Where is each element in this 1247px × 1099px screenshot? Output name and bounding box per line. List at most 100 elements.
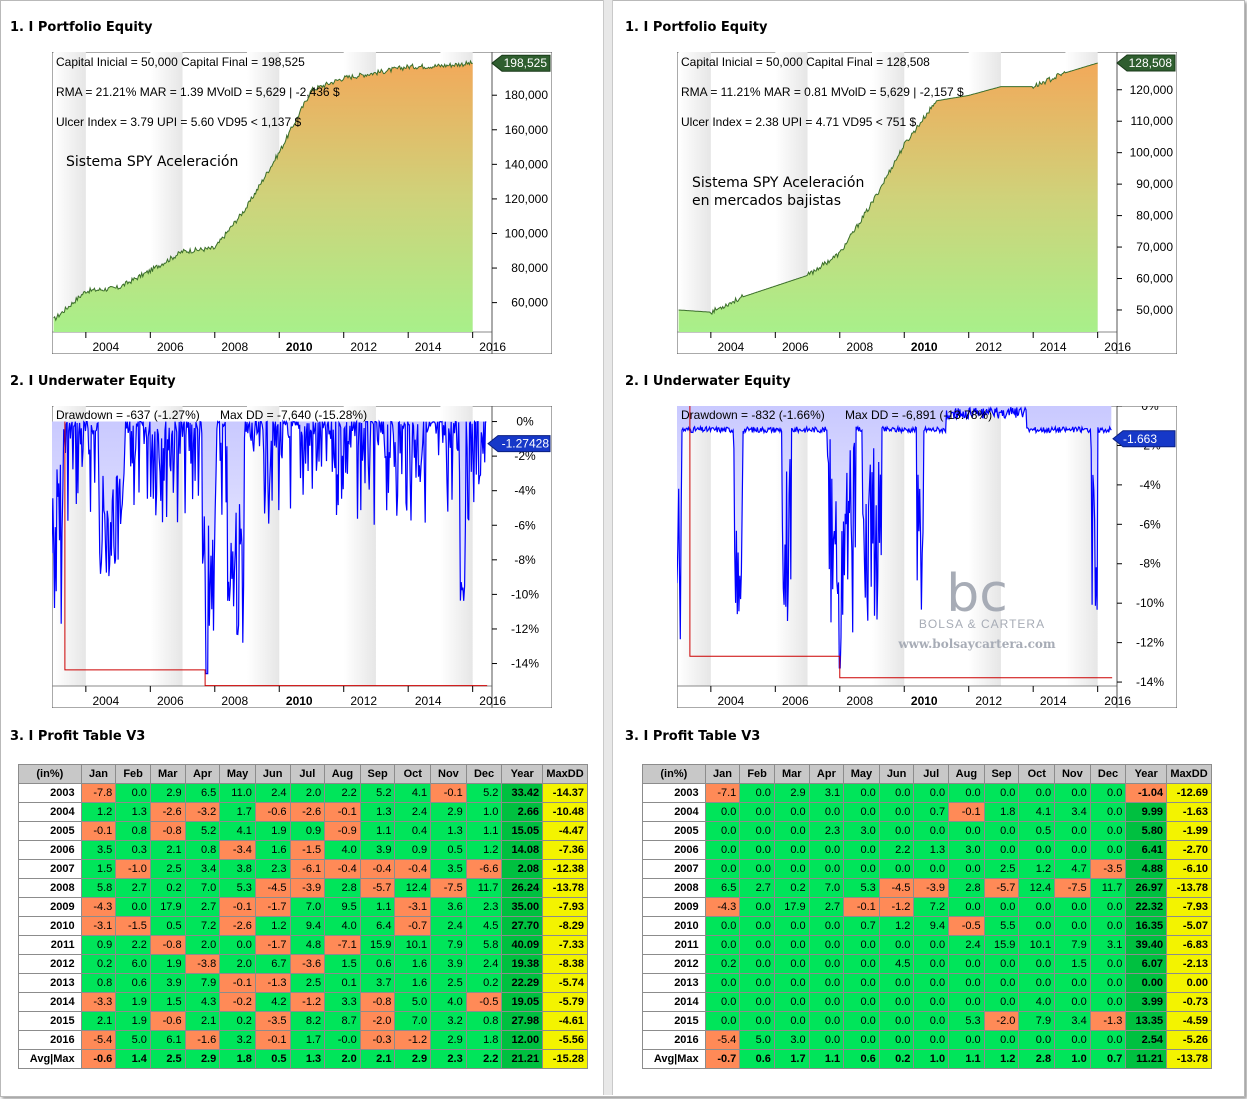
last-value-label: 128,508 — [1129, 56, 1173, 70]
x-tick-label: 2006 — [782, 694, 809, 708]
month-cell: 7.2 — [913, 897, 950, 917]
month-cell: 2.4 — [430, 916, 467, 936]
month-cell: 2.1 — [184, 1011, 221, 1031]
month-cell: 2.8 — [948, 878, 985, 898]
month-cell: 0.0 — [704, 935, 741, 955]
year-total-cell: 19.38 — [501, 954, 544, 974]
year-cell: 2003 — [18, 783, 82, 803]
table-row: 2016 -5.4 5.0 3.0 0.0 0.0 0.0 0.0 0.0 0.0 0.0 0.0 0.… — [642, 1030, 1212, 1050]
month-cell: 0.6 — [115, 973, 151, 993]
x-tick-label: 2010 — [911, 694, 938, 708]
month-cell: 1.6 — [254, 840, 291, 860]
month-cell: 0.0 — [913, 859, 950, 879]
month-cell: -0.5 — [948, 916, 985, 936]
table-row: 2011 0.9 2.2 -0.8 2.0 0.0 -1.7 4.8 -7.1 15.9 10.1 7… — [18, 935, 588, 955]
month-cell: 1.3 — [913, 840, 950, 860]
month-cell: 0.0 — [878, 1011, 915, 1031]
month-cell: 0.0 — [1089, 1030, 1127, 1050]
month-cell: 0.0 — [773, 973, 810, 993]
month-cell: -0.7 — [704, 1049, 741, 1069]
month-cell: 11.7 — [465, 878, 503, 898]
month-cell: 3.0 — [773, 1030, 810, 1050]
year-total-cell: 21.21 — [501, 1049, 544, 1069]
table-header: May — [219, 764, 256, 784]
month-cell: -0.4 — [324, 859, 361, 879]
month-cell: 0.7 — [1089, 1049, 1127, 1069]
month-cell: 0.0 — [843, 992, 880, 1012]
month-cell: 2.9 — [394, 1049, 432, 1069]
month-cell: 0.0 — [878, 802, 915, 822]
month-cell: 1.9 — [254, 821, 291, 841]
month-cell: 4.8 — [289, 935, 326, 955]
month-cell: 0.0 — [704, 992, 741, 1012]
month-cell: 0.0 — [948, 992, 985, 1012]
year-cell: 2013 — [642, 973, 706, 993]
year-cell: 2016 — [18, 1030, 82, 1050]
month-cell: 1.5 — [1054, 954, 1091, 974]
year-cell: 2009 — [18, 897, 82, 917]
year-total-cell: 4.88 — [1125, 859, 1168, 879]
month-cell: -1.7 — [254, 935, 291, 955]
month-cell: 0.0 — [704, 1011, 741, 1031]
x-tick-label: 2004 — [92, 340, 119, 354]
month-cell: 11.0 — [219, 783, 256, 803]
month-cell: -0.1 — [219, 897, 256, 917]
year-cell: 2014 — [18, 992, 82, 1012]
profit-table: (in%) Jan Feb Mar Apr May Jun Jul Aug Sep Oct Nov De… — [18, 764, 588, 1069]
year-total-cell: 6.41 — [1125, 840, 1168, 860]
year-cell: 2003 — [642, 783, 706, 803]
month-cell: -2.6 — [289, 802, 326, 822]
month-cell: 2.3 — [254, 859, 291, 879]
year-total-cell: 11.21 — [1125, 1049, 1168, 1069]
avg-label: Avg|Max — [642, 1049, 706, 1069]
month-cell: 2.9 — [149, 783, 186, 803]
month-cell: 5.0 — [115, 1030, 151, 1050]
drawdown-label: Drawdown = -637 (-1.27%) — [56, 408, 200, 422]
left-panel: 1. I Portfolio Equity 60,000 80,000 100,00… — [0, 0, 600, 1095]
month-cell: 1.4 — [115, 1049, 151, 1069]
year-total-cell: 22.32 — [1125, 897, 1168, 917]
month-cell: 0.0 — [1089, 992, 1127, 1012]
year-cell: 2009 — [642, 897, 706, 917]
month-cell: 0.0 — [878, 783, 915, 803]
year-band — [678, 406, 711, 686]
month-cell: 0.0 — [983, 897, 1020, 917]
month-cell: 1.0 — [465, 802, 503, 822]
month-cell: 1.2 — [80, 802, 117, 822]
y-tick-label: -6% — [1139, 517, 1161, 531]
month-cell: 0.0 — [704, 802, 741, 822]
table-row: 2007 1.5 -1.0 2.5 3.4 3.8 2.3 -6.1 -0.4 -0.4 -0.4 3… — [18, 859, 588, 879]
month-cell: 7.9 — [1054, 935, 1091, 955]
year-total-cell: 9.99 — [1125, 802, 1168, 822]
month-cell: -3.1 — [394, 897, 432, 917]
month-cell: 0.7 — [843, 916, 880, 936]
y-tick-label: -14% — [1136, 675, 1164, 689]
table-header: Nov — [430, 764, 467, 784]
month-cell: -3.5 — [1089, 859, 1127, 879]
month-cell: -3.9 — [913, 878, 950, 898]
year-total-cell: 27.70 — [501, 916, 544, 936]
avg-row: Avg|Max -0.6 1.4 2.5 2.9 1.8 0.5 1.3 2.0 2.1 2.9 2.… — [18, 1049, 588, 1069]
month-cell: 1.1 — [808, 1049, 845, 1069]
x-tick-label: 2008 — [221, 340, 248, 354]
year-total-cell: 35.00 — [501, 897, 544, 917]
month-cell: 7.0 — [184, 878, 221, 898]
table-row: 2005 0.0 0.0 0.0 2.3 3.0 0.0 0.0 0.0 0.0 0.5 0.0 0.0… — [642, 821, 1212, 841]
table-header: Year — [501, 764, 544, 784]
table-row: 2012 0.2 0.0 0.0 0.0 0.0 4.5 0.0 0.0 0.0 0.0 1.5 0.0… — [642, 954, 1212, 974]
table-header: Apr — [808, 764, 845, 784]
x-tick-label: 2012 — [975, 694, 1002, 708]
drawdown-line — [677, 406, 1112, 669]
table-row: 2004 0.0 0.0 0.0 0.0 0.0 0.0 0.7 -0.1 1.8 4.1 3.4 0.… — [642, 802, 1212, 822]
watermark-url: www.bolsaycartera.com — [897, 637, 1056, 651]
month-cell: 0.0 — [1089, 973, 1127, 993]
month-cell: 2.4 — [465, 954, 503, 974]
month-cell: 3.4 — [184, 859, 221, 879]
y-tick-label: -8% — [1139, 557, 1161, 571]
table-row: 2012 0.2 6.0 1.9 -3.8 2.0 6.7 -3.6 1.5 0.6 1.6 3.9 2… — [18, 954, 588, 974]
month-cell: -5.7 — [983, 878, 1020, 898]
year-cell: 2010 — [642, 916, 706, 936]
watermark-logo: bc — [946, 564, 1008, 624]
month-cell: 4.0 — [324, 840, 361, 860]
year-cell: 2005 — [642, 821, 706, 841]
